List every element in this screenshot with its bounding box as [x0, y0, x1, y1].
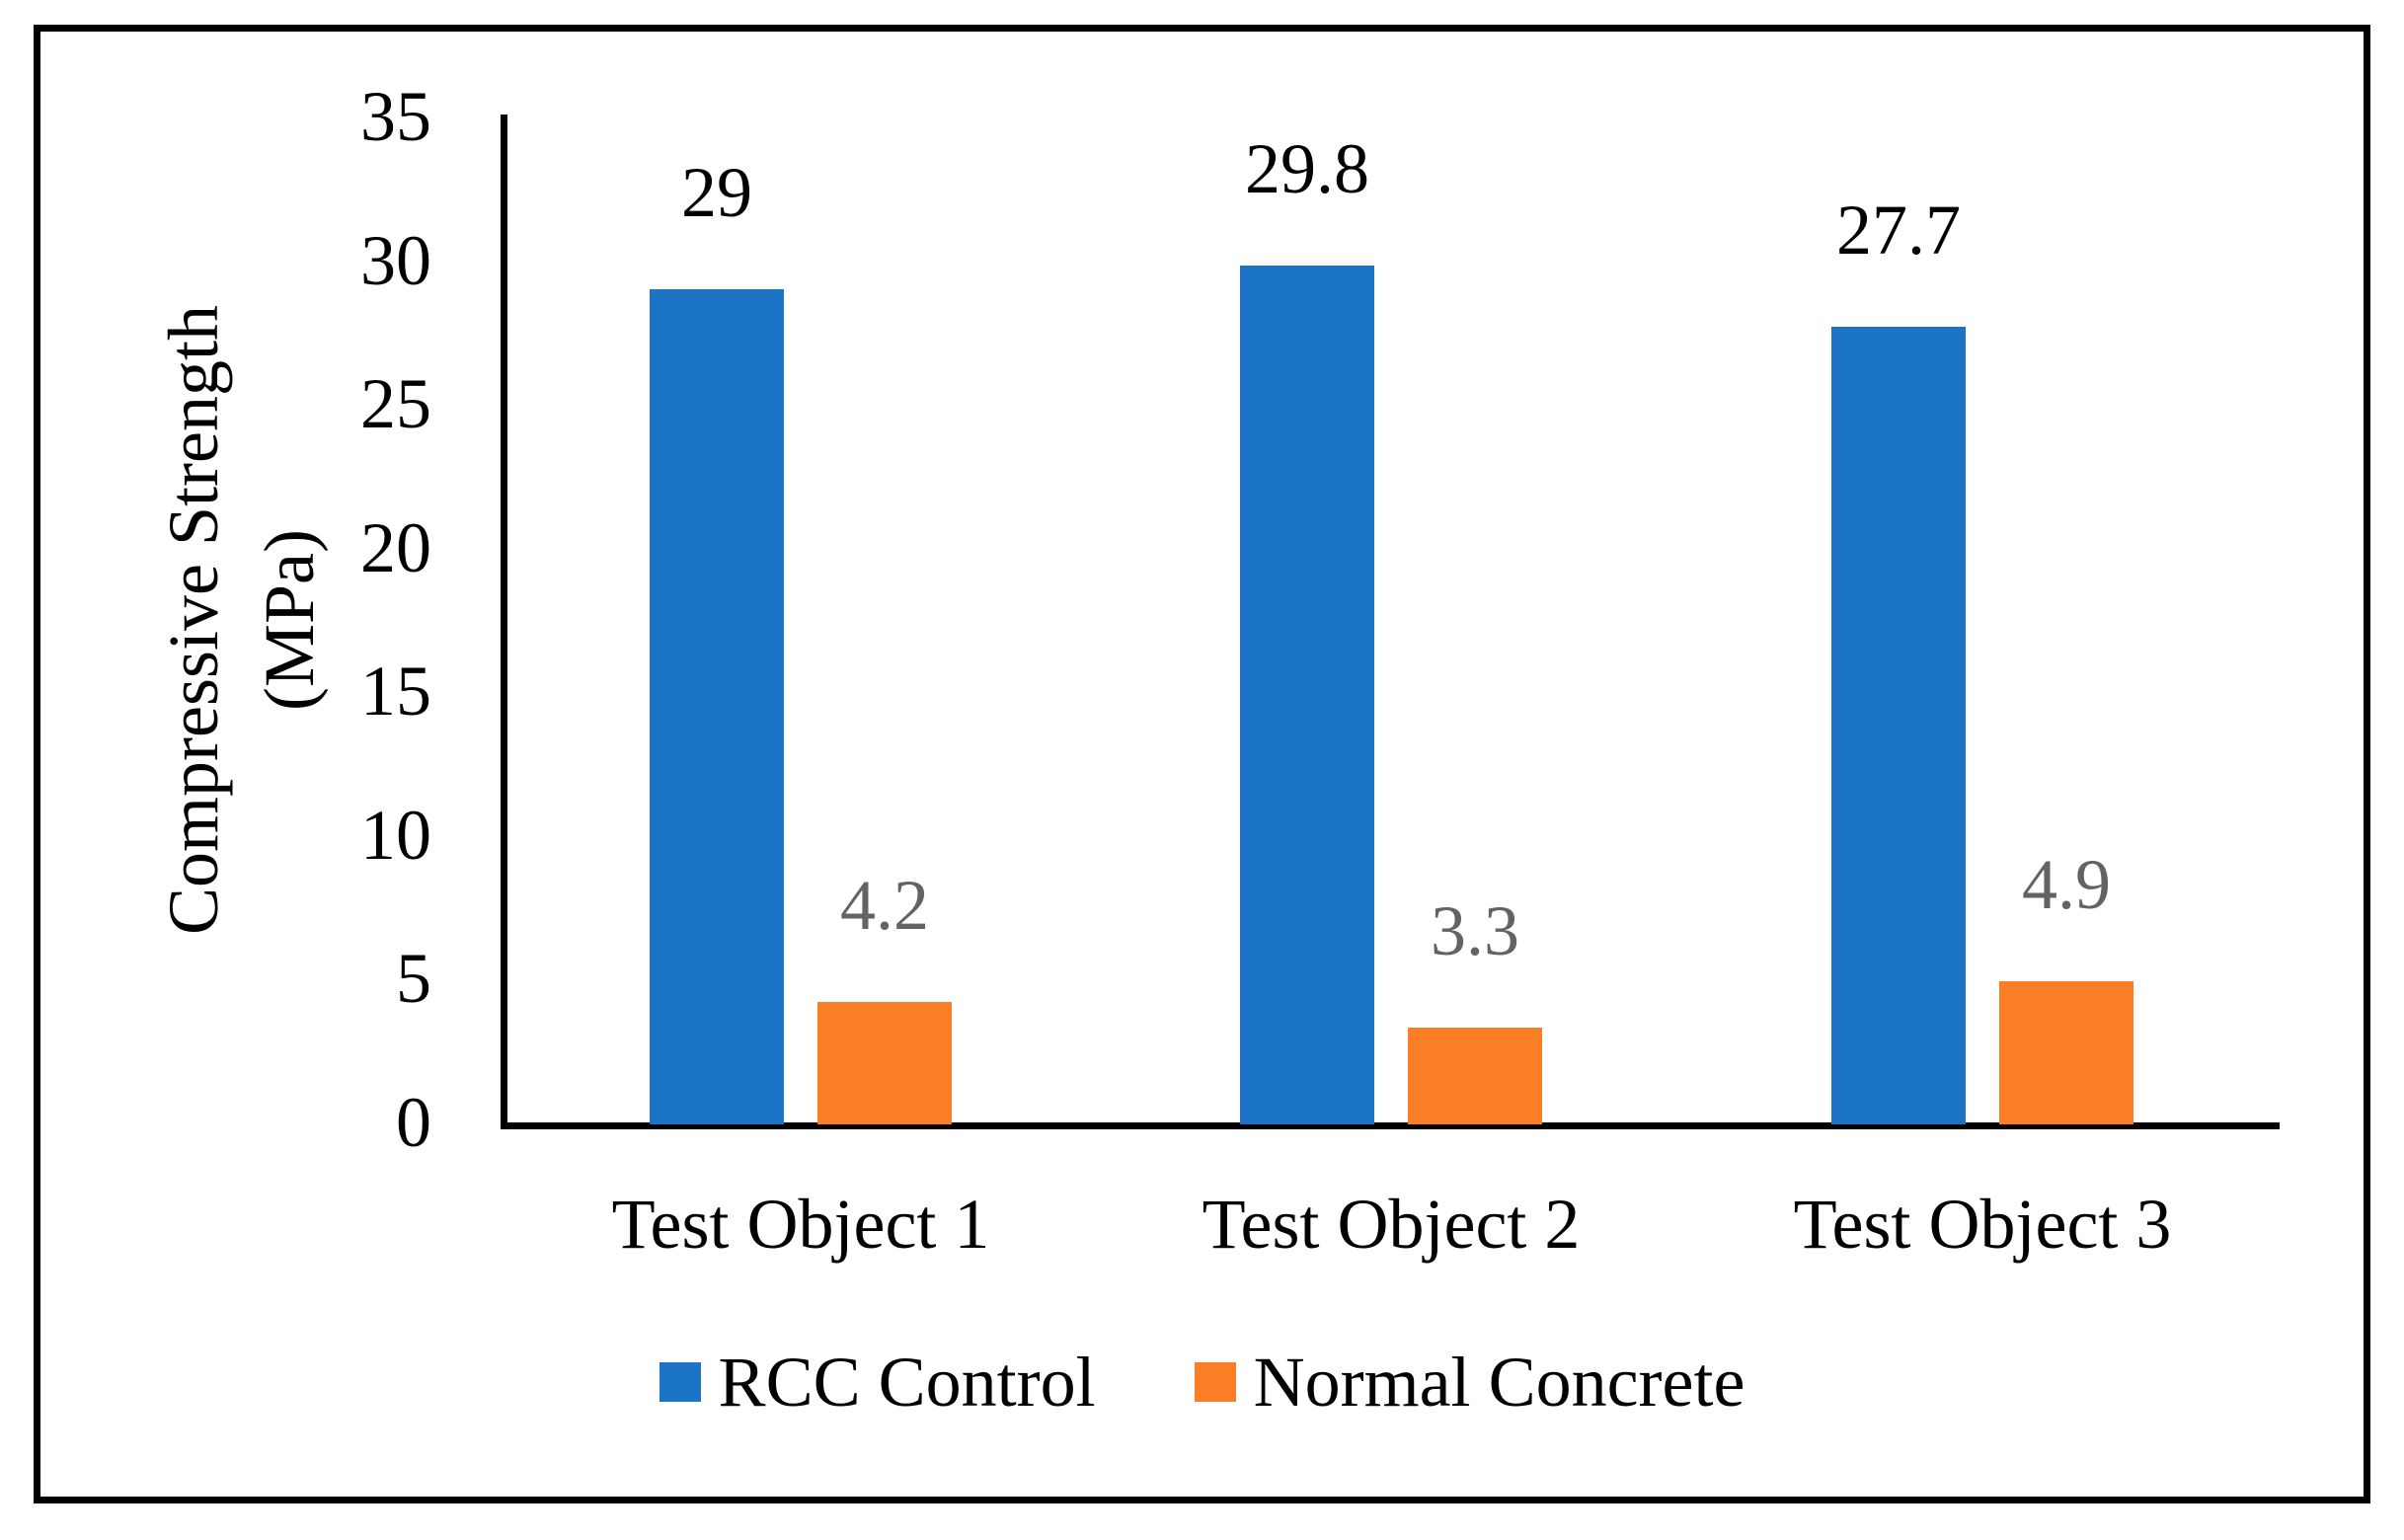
bar-rcc-control-test-object-3: [1831, 327, 1966, 1124]
legend-marker-rcc-control: [659, 1362, 701, 1402]
bar-value-label-rcc-control-test-object-2: 29.8: [1245, 129, 1369, 208]
bar-rcc-control-test-object-2: [1240, 266, 1374, 1124]
y-tick-label-0: 0: [396, 1083, 431, 1162]
y-tick-label-15: 15: [360, 652, 431, 732]
x-category-label-test-object-1: Test Object 1: [611, 1185, 990, 1264]
x-category-label-test-object-3: Test Object 3: [1793, 1185, 2172, 1264]
bar-value-label-rcc-control-test-object-3: 27.7: [1836, 191, 1961, 270]
legend-item-normal-concrete: Normal Concrete: [1194, 1335, 1745, 1429]
bar-normal-concrete-test-object-3: [1999, 981, 2133, 1124]
y-tick-label-25: 25: [360, 364, 431, 444]
bar-value-label-normal-concrete-test-object-3: 4.9: [2022, 845, 2111, 924]
bar-normal-concrete-test-object-1: [817, 1002, 952, 1124]
bar-normal-concrete-test-object-2: [1408, 1028, 1542, 1124]
bar-value-label-normal-concrete-test-object-1: 4.2: [840, 866, 929, 945]
y-tick-label-10: 10: [360, 795, 431, 875]
bar-value-label-normal-concrete-test-object-2: 3.3: [1431, 891, 1519, 970]
y-tick-label-5: 5: [396, 939, 431, 1019]
x-category-label-test-object-2: Test Object 2: [1202, 1185, 1581, 1264]
y-tick-label-30: 30: [360, 220, 431, 300]
legend-label-rcc-control: RCC Control: [718, 1343, 1096, 1422]
y-tick-label-35: 35: [360, 77, 431, 156]
legend-item-rcc-control: RCC Control: [659, 1335, 1096, 1429]
legend-marker-normal-concrete: [1194, 1362, 1236, 1402]
legend-label-normal-concrete: Normal Concrete: [1253, 1343, 1745, 1422]
bar-rcc-control-test-object-1: [650, 289, 784, 1124]
y-tick-label-20: 20: [360, 507, 431, 587]
bar-value-label-rcc-control-test-object-1: 29: [681, 153, 752, 232]
y-axis-line: [501, 115, 507, 1129]
x-axis-line: [501, 1122, 2280, 1129]
chart-border-frame: [34, 25, 2370, 1503]
legend: RCC Control Normal Concrete: [0, 1335, 2404, 1429]
